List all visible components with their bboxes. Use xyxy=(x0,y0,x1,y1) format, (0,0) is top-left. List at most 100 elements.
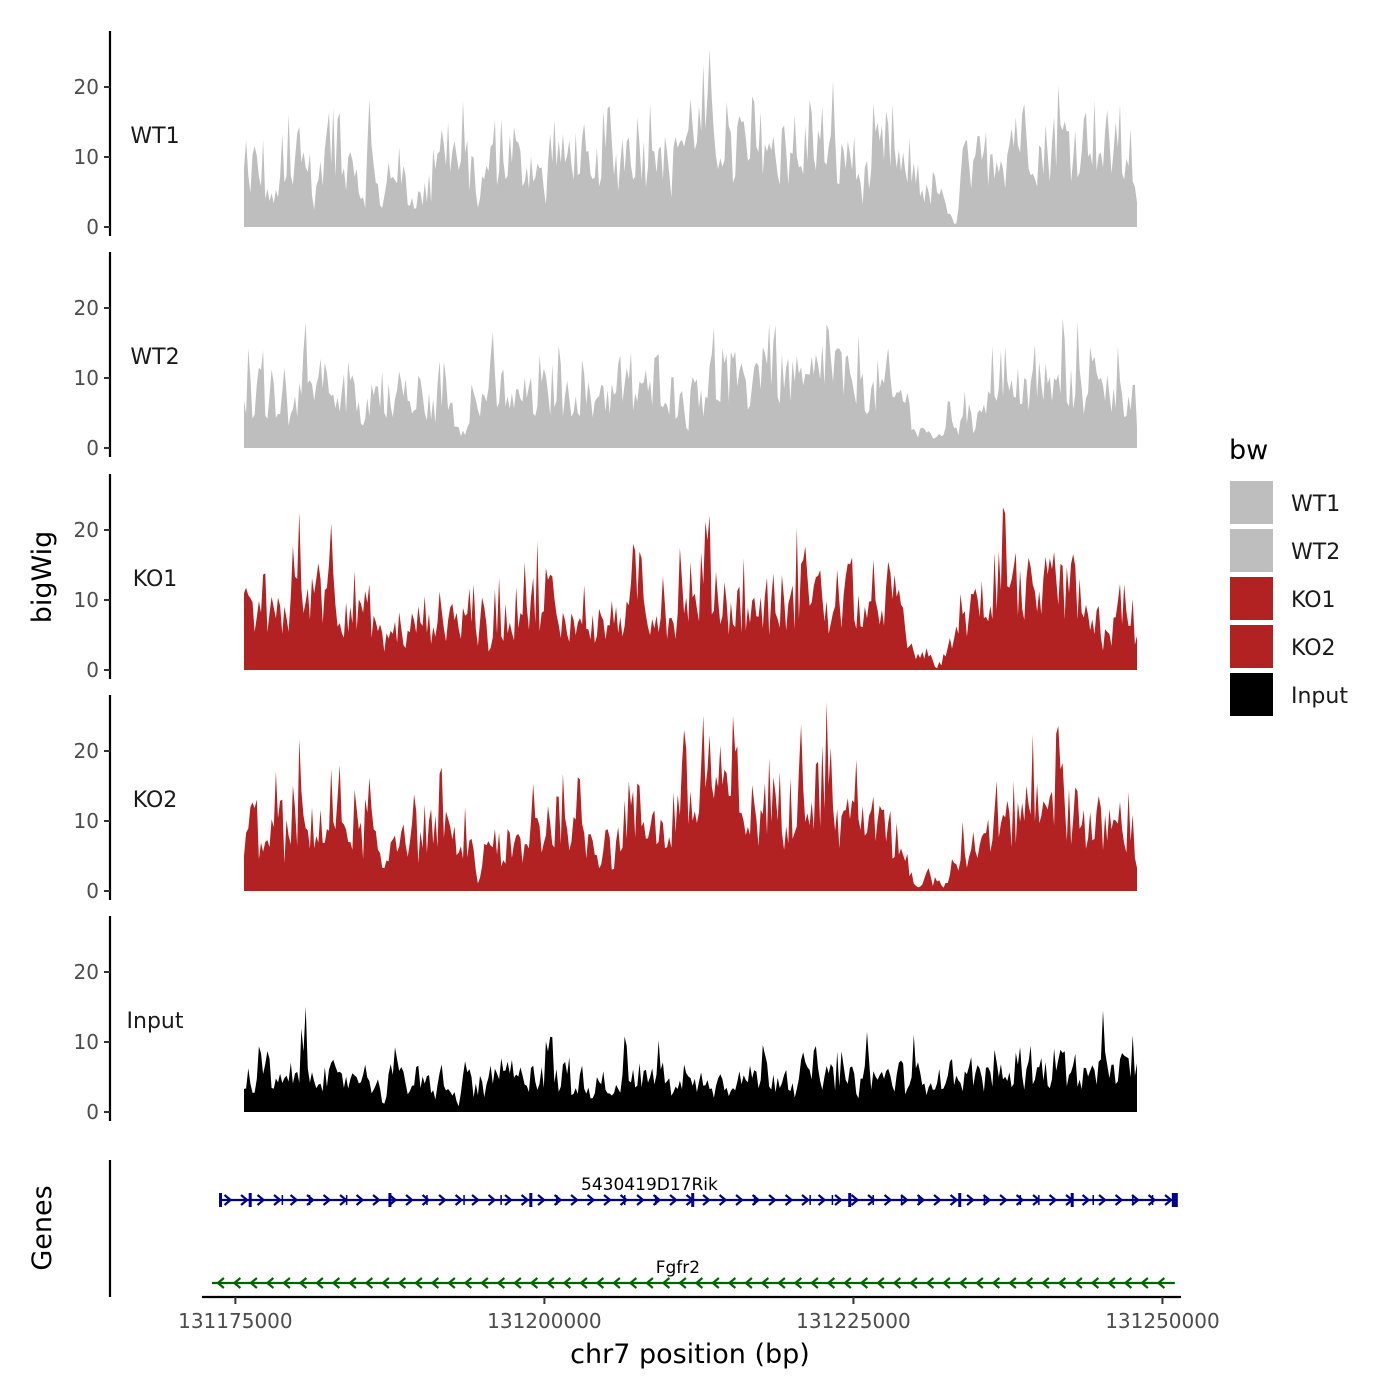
signal-area-wt2 xyxy=(244,318,1137,448)
strand-arrow xyxy=(520,1194,530,1206)
legend-item-wt2: WT2 xyxy=(1230,529,1340,572)
exon xyxy=(983,1195,986,1205)
strand-arrow xyxy=(249,1277,258,1289)
signal-area-wt1 xyxy=(244,49,1137,228)
strand-arrow xyxy=(760,1277,770,1289)
exon xyxy=(388,1193,392,1207)
exon xyxy=(831,1195,834,1205)
track-label-ko2: KO2 xyxy=(133,788,178,813)
gene-fgfr2: Fgfr2 xyxy=(211,1258,1175,1289)
strand-arrow xyxy=(1057,1277,1067,1289)
exon xyxy=(1092,1195,1094,1205)
track-label-wt2: WT2 xyxy=(130,345,179,370)
strand-arrow xyxy=(768,1194,777,1206)
exon xyxy=(281,1195,284,1205)
strand-arrow xyxy=(1140,1277,1149,1289)
strand-arrow xyxy=(661,1277,671,1289)
exon xyxy=(219,1193,223,1207)
exon xyxy=(248,1193,252,1207)
strand-arrow xyxy=(678,1277,687,1289)
legend-title: bw xyxy=(1229,435,1268,466)
gene-label: Fgfr2 xyxy=(656,1258,700,1278)
exon xyxy=(426,1195,428,1205)
exon xyxy=(958,1193,962,1207)
strand-arrow xyxy=(355,1194,365,1206)
strand-arrow xyxy=(1015,1194,1025,1206)
strand-arrow xyxy=(975,1277,984,1289)
strand-arrow xyxy=(1098,1194,1107,1206)
strand-arrow xyxy=(628,1277,638,1289)
y-tick-label: 10 xyxy=(74,366,99,390)
track-label-wt1: WT1 xyxy=(130,124,179,149)
y-tick-label: 20 xyxy=(74,739,99,763)
strand-arrow xyxy=(744,1277,753,1289)
exon xyxy=(654,1195,657,1205)
strand-arrow xyxy=(619,1194,629,1206)
strand-arrow xyxy=(1164,1194,1173,1206)
tracks-layer: 0 10 20 WT1 0 10 20 WT2 0 10 20 KO1 0 10 20 KO2 0 10 20 Inp… xyxy=(74,31,1137,1124)
legend-key xyxy=(1230,673,1273,716)
strand-arrow xyxy=(711,1277,720,1289)
exon xyxy=(1132,1195,1134,1205)
x-tick-label: 131225000 xyxy=(796,1309,911,1333)
strand-arrow xyxy=(1024,1277,1034,1289)
exon xyxy=(1070,1193,1074,1207)
track-wt2: 0 10 20 WT2 xyxy=(74,252,1137,460)
strand-arrow xyxy=(397,1277,407,1289)
strand-arrow xyxy=(718,1194,728,1206)
y-tick-label: 10 xyxy=(74,588,99,612)
strand-arrow xyxy=(471,1194,480,1206)
legend-item-ko1: KO1 xyxy=(1230,577,1336,620)
exon xyxy=(556,1195,558,1205)
legend: bw WT1 WT2 KO1 KO2 Input xyxy=(1229,435,1348,716)
strand-arrow xyxy=(405,1194,414,1206)
legend-item-ko2: KO2 xyxy=(1230,625,1336,668)
exon xyxy=(1171,1193,1178,1207)
strand-arrow xyxy=(603,1194,612,1206)
strand-arrow xyxy=(546,1277,555,1289)
legend-key xyxy=(1230,577,1273,620)
y-tick-label: 20 xyxy=(74,960,99,984)
strand-arrow xyxy=(777,1277,786,1289)
strand-arrow xyxy=(570,1194,579,1206)
exon xyxy=(809,1195,811,1205)
strand-arrow xyxy=(1041,1277,1050,1289)
exon xyxy=(1019,1195,1022,1205)
strand-arrow xyxy=(348,1277,357,1289)
y-tick-label: 20 xyxy=(74,518,99,542)
strand-arrow xyxy=(1008,1277,1017,1289)
strand-arrow xyxy=(834,1194,843,1206)
strand-arrow xyxy=(1147,1194,1157,1206)
strand-arrow xyxy=(991,1277,1001,1289)
strand-arrow xyxy=(372,1194,381,1206)
strand-arrow xyxy=(265,1277,275,1289)
strand-arrow xyxy=(586,1194,596,1206)
strand-arrow xyxy=(810,1277,819,1289)
strand-arrow xyxy=(595,1277,605,1289)
x-tick-label: 131175000 xyxy=(178,1309,293,1333)
strand-arrow xyxy=(850,1194,860,1206)
strand-arrow xyxy=(612,1277,621,1289)
strand-arrow xyxy=(414,1277,423,1289)
strand-arrow xyxy=(562,1277,572,1289)
exon xyxy=(848,1193,852,1207)
strand-arrow xyxy=(1107,1277,1116,1289)
strand-arrow xyxy=(487,1194,497,1206)
legend-item-wt1: WT1 xyxy=(1230,481,1340,524)
exon xyxy=(463,1195,465,1205)
strand-arrow xyxy=(223,1194,233,1206)
strand-arrow xyxy=(1090,1277,1100,1289)
legend-label: Input xyxy=(1291,684,1348,709)
strand-arrow xyxy=(364,1277,374,1289)
exon xyxy=(529,1193,533,1207)
exon xyxy=(500,1195,502,1205)
genes-panel-label: Genes xyxy=(27,1185,58,1270)
strand-arrow xyxy=(282,1277,291,1289)
strand-arrow xyxy=(843,1277,852,1289)
y-tick-label: 10 xyxy=(74,145,99,169)
strand-arrow xyxy=(216,1277,225,1289)
legend-key xyxy=(1230,481,1273,524)
track-label-ko1: KO1 xyxy=(133,567,178,592)
strand-arrow xyxy=(322,1194,332,1206)
